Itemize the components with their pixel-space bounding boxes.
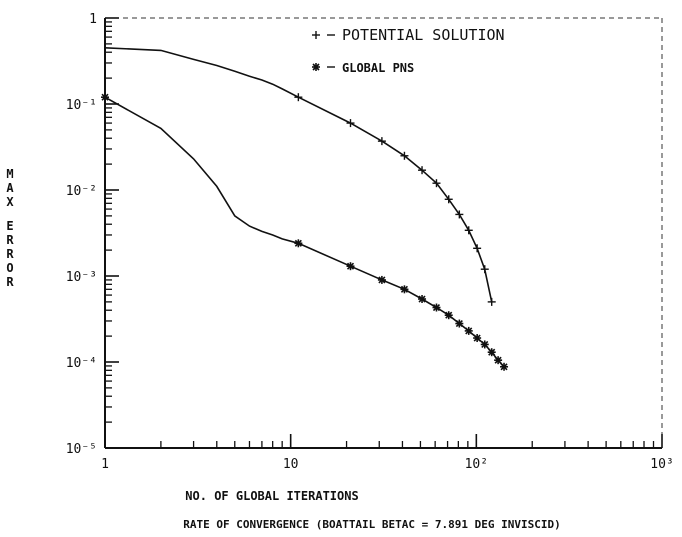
global-pns-marker xyxy=(101,93,109,102)
global-pns-marker xyxy=(444,311,453,320)
legend-label: POTENTIAL SOLUTION xyxy=(342,26,505,44)
global-pns-marker xyxy=(494,356,503,365)
y-axis-label-letter: R xyxy=(6,233,14,247)
y-tick-label: 1 xyxy=(89,12,97,27)
global-pns-marker xyxy=(480,340,489,349)
minor-ticks xyxy=(105,21,655,448)
global-pns-marker xyxy=(400,285,409,294)
y-tick-label: 10⁻⁴ xyxy=(66,356,97,371)
y-axis-label-letter: E xyxy=(6,219,13,233)
global-pns-marker xyxy=(346,262,355,271)
y-axis-label-letter: R xyxy=(6,247,14,261)
potential-solution-marker xyxy=(432,179,441,188)
potential-solution-marker xyxy=(312,31,320,39)
y-tick-label: 10⁻⁵ xyxy=(66,442,97,457)
series-global-pns xyxy=(101,93,509,371)
legend-label: GLOBAL PNS xyxy=(342,61,414,75)
y-tick-labels: 1 10⁻¹ 10⁻² 10⁻³ 10⁻⁴ 10⁻⁵ xyxy=(66,12,97,457)
y-axis-label-letter: X xyxy=(6,195,14,209)
global-pns-marker xyxy=(473,334,482,343)
y-axis-label-letter: O xyxy=(6,261,13,275)
global-pns-marker xyxy=(500,362,509,371)
x-axis-label: NO. OF GLOBAL ITERATIONS xyxy=(185,489,358,503)
plot-frame xyxy=(104,17,663,449)
y-tick-label: 10⁻² xyxy=(66,184,97,199)
potential-solution-marker xyxy=(444,195,453,204)
potential-solution-marker xyxy=(418,166,427,175)
global-pns-marker xyxy=(294,239,303,248)
global-pns-marker xyxy=(464,326,473,335)
global-pns-marker xyxy=(487,348,496,357)
series-layer xyxy=(101,47,509,371)
y-axis-label-letter: M xyxy=(6,167,13,181)
potential-solution-marker xyxy=(455,210,464,219)
x-tick-label: 1 xyxy=(101,457,109,472)
y-tick-label: 10⁻³ xyxy=(66,270,97,285)
x-tick-label: 10 xyxy=(283,457,299,472)
y-axis-label-letter: R xyxy=(6,275,14,289)
potential-solution-marker xyxy=(464,226,473,235)
potential-solution-marker xyxy=(294,93,303,102)
legend-item: POTENTIAL SOLUTION xyxy=(312,26,505,44)
major-ticks xyxy=(104,17,663,449)
potential-solution-marker xyxy=(480,265,489,274)
y-tick-label: 10⁻¹ xyxy=(66,98,97,113)
series-line-global-pns xyxy=(104,96,505,368)
potential-solution-marker xyxy=(377,137,386,146)
global-pns-marker xyxy=(377,275,386,284)
global-pns-marker xyxy=(312,63,320,71)
y-axis-label-letter: A xyxy=(6,181,14,195)
series-line-potential-solution xyxy=(104,47,493,303)
legend-item: GLOBAL PNS xyxy=(312,61,414,75)
potential-solution-marker xyxy=(346,119,355,128)
global-pns-marker xyxy=(455,319,464,328)
global-pns-marker xyxy=(432,303,441,312)
x-tick-labels: 1 10 10² 10³ xyxy=(101,457,674,472)
potential-solution-marker xyxy=(400,151,409,160)
potential-solution-marker xyxy=(487,297,496,306)
series-potential-solution xyxy=(104,47,496,306)
x-tick-label: 10² xyxy=(465,457,488,472)
global-pns-marker xyxy=(418,295,427,304)
x-tick-label: 10³ xyxy=(650,457,673,472)
chart-title: RATE OF CONVERGENCE (BOATTAIL BETAC = 7.… xyxy=(183,518,561,531)
legend: POTENTIAL SOLUTION GLOBAL PNS xyxy=(312,26,505,75)
potential-solution-marker xyxy=(473,244,482,253)
